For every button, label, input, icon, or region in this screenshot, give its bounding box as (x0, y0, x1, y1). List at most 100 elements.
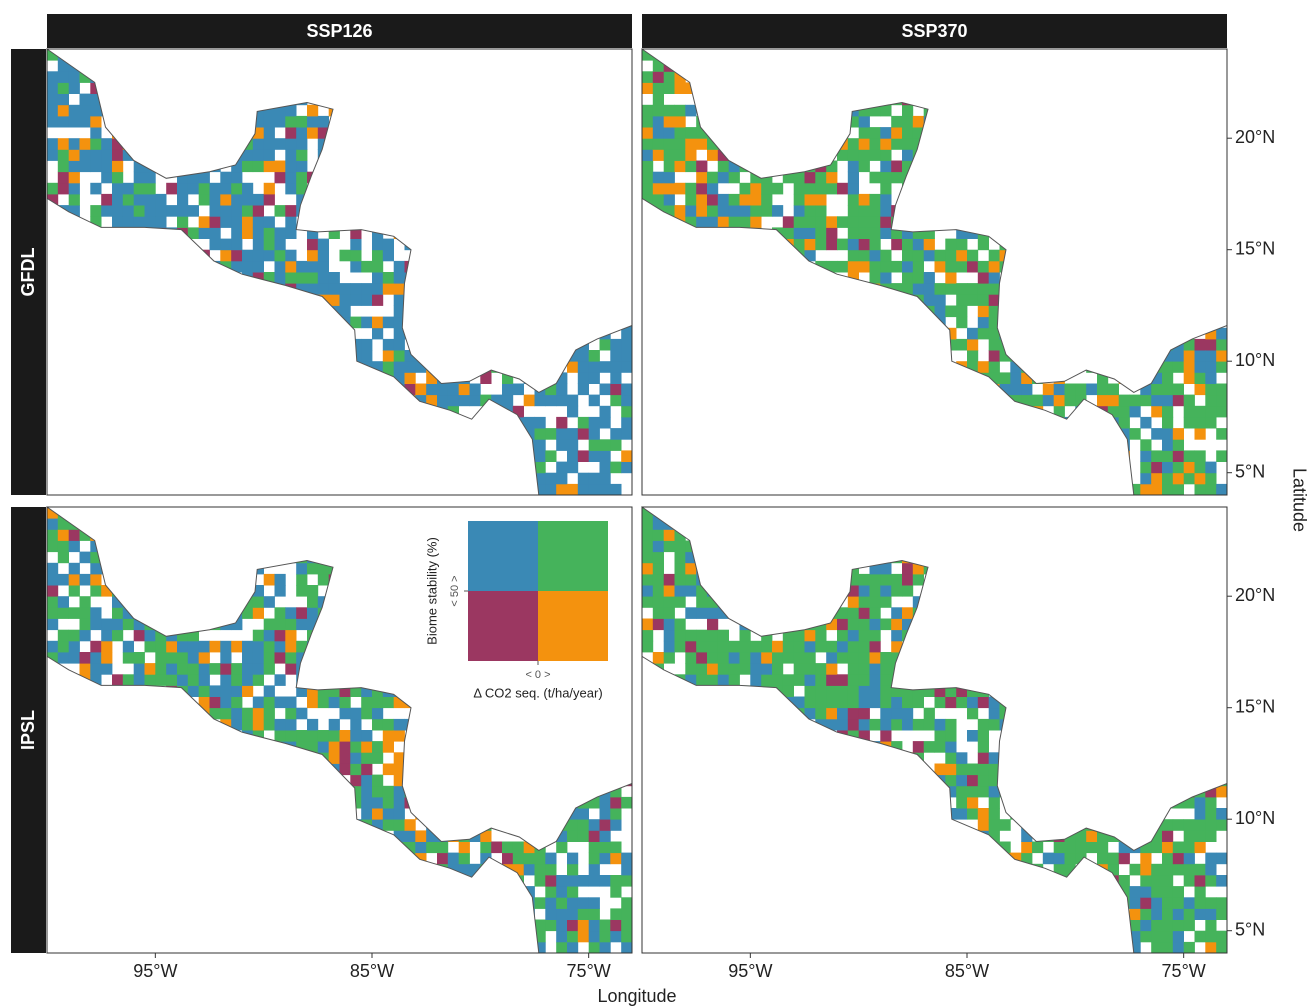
map-cell (1151, 406, 1162, 418)
map-cell (610, 395, 621, 407)
map-cell (578, 920, 589, 932)
map-cell (945, 272, 956, 284)
map-cell (112, 161, 123, 173)
map-cell (870, 194, 881, 206)
map-cell (653, 194, 664, 206)
map-cell (1151, 395, 1162, 407)
map-cell (567, 439, 578, 451)
map-cell (1054, 395, 1065, 407)
map-cell (610, 920, 621, 932)
map-cell (275, 116, 286, 128)
map-cell (145, 194, 156, 206)
map-cell (913, 283, 924, 295)
map-cell (307, 596, 318, 608)
map-cell (1140, 439, 1151, 451)
map-cell (307, 239, 318, 251)
map-cell (535, 417, 546, 429)
map-cell (231, 239, 242, 251)
map-cell (134, 172, 145, 184)
map-cell (307, 127, 318, 139)
map-cell (383, 239, 394, 251)
map-cell (664, 116, 675, 128)
map-cell (707, 205, 718, 217)
map-cell (642, 71, 653, 83)
map-cell (80, 596, 91, 608)
map-cell (437, 384, 448, 396)
map-cell (296, 261, 307, 273)
map-cell (188, 652, 199, 664)
map-cell (1173, 462, 1184, 474)
map-cell (69, 529, 80, 541)
map-cell (707, 216, 718, 228)
map-cell (610, 439, 621, 451)
map-cell (177, 663, 188, 675)
map-cell (285, 183, 296, 195)
map-cell (1216, 361, 1227, 373)
map-cell (112, 216, 123, 228)
map-cell (372, 786, 383, 798)
map-cell (545, 897, 556, 909)
map-cell (707, 149, 718, 161)
map-cell (383, 764, 394, 776)
map-cell (653, 94, 664, 106)
map-cell (1151, 462, 1162, 474)
map-cell (675, 82, 686, 94)
map-cell (199, 674, 210, 686)
map-cell (902, 138, 913, 150)
map-cell (275, 630, 286, 642)
map-cell (1140, 484, 1151, 496)
map-cell (567, 484, 578, 496)
map-cell (880, 127, 891, 139)
map-cell (296, 127, 307, 139)
map-cell (177, 194, 188, 206)
map-cell (664, 138, 675, 150)
map-cell (978, 294, 989, 306)
map-cell (318, 730, 329, 742)
map-cell (1184, 473, 1195, 485)
map-cell (231, 216, 242, 228)
chart: Longitude Latitude SSP126GFDLSSP3705°N10… (0, 0, 1314, 1007)
map-cell (275, 585, 286, 597)
map-cell (589, 417, 600, 429)
map-cell (69, 138, 80, 150)
map-cell (361, 764, 372, 776)
map-cell (361, 350, 372, 362)
map-cell (567, 462, 578, 474)
y-tick-label: 20°N (1235, 127, 1275, 147)
map-cell (556, 931, 567, 943)
map-cell (794, 227, 805, 239)
map-cell (945, 250, 956, 262)
map-cell (589, 920, 600, 932)
map-cell (1043, 384, 1054, 396)
map-cell (177, 641, 188, 653)
map-cell (902, 116, 913, 128)
map-cell (880, 250, 891, 262)
map-cell (902, 105, 913, 117)
map-cell (556, 484, 567, 496)
map-cell (47, 82, 58, 94)
map-cell (815, 239, 826, 251)
map-cell (524, 864, 535, 876)
map-cell (589, 875, 600, 887)
map-cell (242, 685, 253, 697)
map-cell (664, 194, 675, 206)
map-cell (600, 439, 611, 451)
map-cell (524, 395, 535, 407)
map-cell (1195, 384, 1206, 396)
map-cell (361, 775, 372, 787)
map-cell (859, 138, 870, 150)
map-cell (600, 942, 611, 954)
map-cell (610, 842, 621, 854)
map-cell (47, 563, 58, 575)
map-cell (610, 908, 621, 920)
map-cell (177, 216, 188, 228)
map-cell (210, 183, 221, 195)
map-cell (567, 875, 578, 887)
map-cell (913, 239, 924, 251)
map-cell (123, 205, 134, 217)
map-cell (545, 428, 556, 440)
map-cell (1216, 428, 1227, 440)
map-cell (1216, 406, 1227, 418)
map-cell (264, 619, 275, 631)
map-cell (69, 194, 80, 206)
